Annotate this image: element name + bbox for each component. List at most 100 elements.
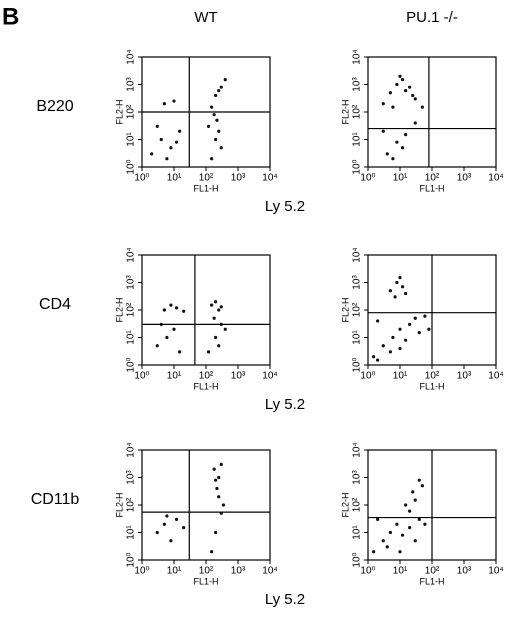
x-tick-label: 10⁰ xyxy=(360,173,375,184)
y-tick-label: 10⁰ xyxy=(126,159,137,174)
y-tick-label: 10¹ xyxy=(352,525,363,540)
x-tick-label: 10⁰ xyxy=(360,566,375,577)
event-dot xyxy=(413,539,417,543)
y-tick-label: 10² xyxy=(126,497,137,512)
event-dot xyxy=(214,137,218,142)
event-dot xyxy=(210,550,214,554)
plot-frame xyxy=(141,254,271,366)
y-tick-label: 10¹ xyxy=(352,330,363,345)
event-dot xyxy=(381,539,385,543)
y-tick-label: 10⁴ xyxy=(126,442,137,457)
event-dot xyxy=(223,78,227,82)
event-dot xyxy=(155,124,159,128)
event-dot xyxy=(398,276,402,280)
event-dot xyxy=(420,484,424,488)
event-dot xyxy=(398,550,402,554)
y-tick-label: 10³ xyxy=(126,470,137,485)
row-label: B220 xyxy=(36,98,73,115)
event-dot xyxy=(215,118,219,122)
y-tick-label: 10⁰ xyxy=(126,357,137,372)
event-dot xyxy=(385,545,389,549)
x-axis-title: Ly 5.2 xyxy=(265,396,305,413)
event-dot xyxy=(210,303,214,307)
event-dot xyxy=(404,338,408,342)
x-tick-label: 10² xyxy=(425,173,440,184)
event-dot xyxy=(395,280,399,285)
event-dot xyxy=(395,82,399,87)
column-label: WT xyxy=(194,9,217,26)
x-tick-label: 10⁰ xyxy=(134,566,149,577)
event-dot xyxy=(162,522,166,526)
event-dot xyxy=(398,74,402,78)
event-dot xyxy=(212,113,216,117)
x-tick-label: 10³ xyxy=(457,173,472,184)
x-tick-label: 10¹ xyxy=(167,371,182,382)
event-dot xyxy=(219,462,223,466)
event-dot xyxy=(223,327,227,331)
x-tick-label: 10⁴ xyxy=(262,371,277,382)
event-dot xyxy=(159,322,163,326)
x-tick-label: 10⁴ xyxy=(262,173,277,184)
event-dot xyxy=(388,289,392,293)
event-dot xyxy=(165,157,169,161)
event-dot xyxy=(417,517,421,521)
event-dot xyxy=(400,285,405,289)
event-dot xyxy=(413,316,417,320)
event-dot xyxy=(381,102,385,106)
event-dot xyxy=(155,530,159,535)
event-dot xyxy=(400,146,405,150)
x-tick-label: 10⁰ xyxy=(360,371,375,382)
x-axis-label: FL1-H xyxy=(419,381,444,391)
y-tick-label: 10⁰ xyxy=(352,552,363,567)
event-dot xyxy=(217,475,221,480)
event-dot xyxy=(427,327,431,331)
event-dot xyxy=(174,306,179,310)
y-tick-label: 10¹ xyxy=(126,525,137,540)
event-dot xyxy=(413,498,417,502)
y-tick-label: 10³ xyxy=(352,470,363,485)
x-tick-label: 10² xyxy=(199,566,214,577)
event-dot xyxy=(411,93,415,98)
event-dot xyxy=(219,305,223,309)
panel-label: B xyxy=(2,3,19,30)
y-tick-label: 10² xyxy=(352,104,363,119)
event-dot xyxy=(217,344,221,348)
event-dot xyxy=(165,335,169,340)
y-tick-label: 10² xyxy=(352,302,363,317)
x-tick-label: 10² xyxy=(199,371,214,382)
event-dot xyxy=(395,522,399,526)
event-dot xyxy=(214,93,218,98)
event-dot xyxy=(178,129,182,133)
x-tick-label: 10³ xyxy=(457,566,472,577)
event-dot xyxy=(206,350,211,354)
event-dot xyxy=(214,335,218,340)
event-dot xyxy=(404,89,408,93)
x-tick-label: 10¹ xyxy=(167,566,182,577)
event-dot xyxy=(178,350,182,354)
event-dot xyxy=(182,526,186,530)
x-tick-label: 10⁰ xyxy=(134,371,149,382)
y-tick-label: 10⁴ xyxy=(352,49,363,64)
x-axis-label: FL1-H xyxy=(193,183,218,193)
x-tick-label: 10³ xyxy=(231,566,246,577)
y-tick-label: 10² xyxy=(352,497,363,512)
event-dot xyxy=(404,291,408,296)
event-dot xyxy=(159,137,163,142)
row-label: CD11b xyxy=(31,491,80,508)
event-dot xyxy=(400,78,405,82)
event-dot xyxy=(215,486,219,491)
event-dot xyxy=(162,308,166,312)
event-dot xyxy=(398,327,402,331)
x-tick-label: 10³ xyxy=(457,371,472,382)
y-tick-label: 10⁴ xyxy=(126,49,137,64)
event-dot xyxy=(413,121,417,125)
y-tick-label: 10³ xyxy=(352,275,363,290)
event-dot xyxy=(206,124,211,128)
x-tick-label: 10² xyxy=(425,371,440,382)
event-dot xyxy=(391,157,395,161)
event-dot xyxy=(214,530,218,535)
event-dot xyxy=(408,85,412,89)
event-dot xyxy=(219,322,223,326)
event-dot xyxy=(219,146,223,150)
